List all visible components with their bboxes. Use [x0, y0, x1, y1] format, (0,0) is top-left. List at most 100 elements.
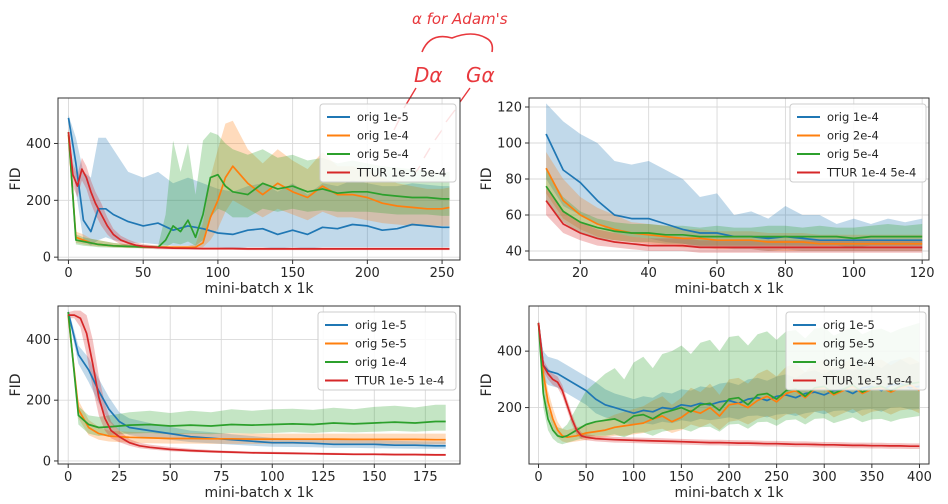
x-tick-label: 100	[841, 266, 866, 281]
axes-frame	[57, 97, 461, 261]
x-tick-label: 0	[534, 470, 542, 485]
legend-label: orig 5e-5	[823, 337, 875, 351]
y-tick-label: 400	[497, 345, 522, 360]
chart-top-right: 20 40 60 80 100 120 40 60 80 100 120 mini-batch x 1…	[479, 97, 935, 297]
x-tick-label: 75	[213, 470, 230, 485]
y-tick-label: 0	[43, 454, 51, 469]
plot-area	[545, 103, 923, 253]
y-tick-label: 400	[26, 137, 51, 152]
x-tick-label: 400	[907, 470, 932, 485]
y-tick-label: 0	[43, 251, 51, 266]
y-tick-label: 40	[505, 245, 522, 260]
legend-label: TTUR 1e-4 5e-4	[826, 166, 916, 180]
x-tick-label: 125	[311, 470, 336, 485]
legend-label: orig 5e-4	[357, 147, 409, 161]
x-tick-label: 100	[260, 470, 285, 485]
x-tick-label: 200	[355, 266, 380, 281]
confidence-band	[68, 115, 450, 249]
x-tick-label: 50	[135, 266, 152, 281]
x-tick-label: 0	[64, 266, 72, 281]
legend-label: orig 1e-5	[823, 318, 875, 332]
legend-box	[789, 103, 927, 183]
legend-box	[317, 311, 457, 391]
annotation-arc	[421, 33, 494, 53]
legend: orig 1e-4 orig 2e-4 orig 5e-4 TTUR 1e-4 5e-…	[789, 103, 927, 183]
series-line	[537, 322, 920, 415]
x-tick-label: 100	[205, 266, 230, 281]
x-tick-label: 175	[413, 470, 438, 485]
legend-label: orig 1e-4	[827, 110, 879, 124]
legend-label: orig 1e-4	[357, 129, 409, 143]
y-axis-label: FID	[479, 168, 495, 191]
legend-label: TTUR 1e-5 1e-4	[822, 374, 912, 388]
chart-bottom-left: 0 25 50 75 100 125 150 175 0 200 400 mini-batch x 1…	[8, 305, 461, 501]
series-line	[67, 311, 446, 447]
legend: orig 1e-5 orig 1e-4 orig 5e-4 TTUR 1e-5 5e-…	[319, 103, 457, 183]
x-tick-label: 150	[280, 266, 305, 281]
y-tick-label: 200	[26, 194, 51, 209]
legend-label: TTUR 1e-5 1e-4	[354, 374, 444, 388]
x-axis-label: mini-batch x 1k	[204, 485, 314, 501]
y-tick-label: 80	[505, 173, 522, 188]
x-axis-label: mini-batch x 1k	[674, 281, 784, 297]
series-line	[537, 322, 920, 448]
legend-label: orig 5e-5	[355, 337, 407, 351]
series-line	[545, 167, 923, 245]
x-tick-label: 40	[640, 266, 657, 281]
y-tick-label: 400	[26, 333, 51, 348]
confidence-band	[546, 188, 923, 253]
handwritten-annotation: α for Adam's Dα Gα	[393, 10, 508, 173]
legend-label: TTUR 1e-5 5e-4	[356, 166, 446, 180]
plot-area	[67, 309, 446, 456]
x-tick-label: 80	[777, 266, 794, 281]
confidence-band	[546, 170, 923, 248]
confidence-band	[538, 320, 920, 425]
g-alpha-label: Gα	[466, 63, 495, 87]
x-axis-label: mini-batch x 1k	[674, 485, 784, 501]
x-tick-label: 60	[709, 266, 726, 281]
x-tick-label: 20	[572, 266, 589, 281]
confidence-band	[68, 120, 450, 249]
y-axis-label: FID	[8, 168, 24, 191]
x-tick-label: 200	[717, 470, 742, 485]
x-tick-label: 100	[621, 470, 646, 485]
y-axis-label: FID	[8, 374, 24, 397]
chart-top-left: 0 50 100 150 200 250 0 200 400 mini-batch x 1k FID…	[8, 97, 461, 297]
legend-label: orig 1e-4	[355, 355, 407, 369]
d-alpha-label: Dα	[414, 63, 443, 87]
legend: orig 1e-5 orig 5e-5 orig 1e-4 TTUR 1e-5 1e-…	[785, 311, 927, 391]
alpha-note: α for Adam's	[412, 10, 508, 28]
series-line	[545, 200, 923, 249]
y-tick-label: 100	[497, 137, 522, 152]
legend-box	[319, 103, 457, 183]
legend: orig 1e-5 orig 5e-5 orig 1e-4 TTUR 1e-5 1e-…	[317, 311, 457, 391]
x-tick-label: 50	[162, 470, 179, 485]
confidence-band	[546, 103, 923, 252]
series-line	[67, 132, 450, 250]
x-tick-label: 350	[859, 470, 884, 485]
series-line	[67, 117, 450, 236]
x-tick-label: 150	[362, 470, 387, 485]
y-tick-label: 120	[497, 101, 522, 116]
series-line	[67, 132, 450, 249]
confidence-band	[538, 320, 920, 443]
y-tick-label: 60	[505, 209, 522, 224]
x-tick-label: 50	[578, 470, 595, 485]
legend-label: orig 5e-4	[827, 147, 879, 161]
legend-box	[785, 311, 927, 391]
axes-frame	[57, 305, 461, 465]
confidence-band	[68, 312, 446, 445]
confidence-band	[546, 152, 923, 251]
x-tick-label: 300	[812, 470, 837, 485]
plot-area	[67, 115, 450, 251]
series-line	[67, 312, 446, 429]
series-line	[67, 315, 446, 441]
chart-bottom-right: 0 50 100 150 200 250 300 350 400 200 400 mini-batch…	[479, 305, 932, 501]
x-tick-label: 250	[764, 470, 789, 485]
x-axis-label: mini-batch x 1k	[204, 281, 314, 297]
y-tick-label: 200	[26, 394, 51, 409]
y-axis-label: FID	[479, 374, 495, 397]
confidence-band	[68, 129, 450, 249]
y-tick-label: 200	[497, 401, 522, 416]
